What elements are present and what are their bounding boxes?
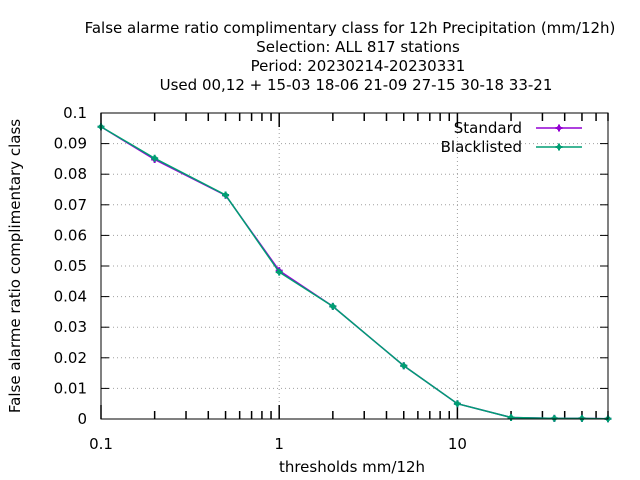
series-line xyxy=(100,126,609,420)
y-tick-label: 0.03 xyxy=(54,318,87,336)
series-blacklisted xyxy=(97,123,612,423)
legend-entry-blacklisted: Blacklisted xyxy=(441,138,582,156)
chart-title: False alarme ratio complimentary class f… xyxy=(85,19,616,94)
title-line-1: False alarme ratio complimentary class f… xyxy=(85,19,616,37)
y-tick-label: 0.02 xyxy=(54,349,87,367)
data-point xyxy=(223,192,229,198)
title-line-4: Used 00,12 + 15-03 18-06 21-09 27-15 30-… xyxy=(160,76,553,94)
legend-label: Blacklisted xyxy=(441,138,522,156)
y-tick-label: 0.05 xyxy=(54,257,87,275)
legend-entry-standard: Standard xyxy=(454,119,582,137)
y-axis-label: False alarme ratio complimentary class xyxy=(6,119,24,413)
x-tick-label: 0.1 xyxy=(89,435,113,453)
data-point xyxy=(401,363,407,369)
x-axis-label: thresholds mm/12h xyxy=(279,458,425,476)
y-tick-label: 0 xyxy=(77,410,87,428)
y-tick-label: 0.08 xyxy=(54,165,87,183)
y-tick-label: 0.09 xyxy=(54,135,87,153)
title-line-3: Period: 20230214-20230331 xyxy=(251,57,466,75)
legend-marker xyxy=(556,144,562,150)
grid xyxy=(101,113,608,419)
y-tick-label: 0.1 xyxy=(63,104,87,122)
y-tick-label: 0.01 xyxy=(54,379,87,397)
axis-tick-labels: 0 0.01 0.02 0.03 0.04 0.05 0.06 0.07 0.08 0.09 0.1… xyxy=(54,104,467,453)
y-tick-label: 0.06 xyxy=(54,226,87,244)
plot-frame xyxy=(100,112,609,420)
data-point xyxy=(152,155,158,161)
legend-marker xyxy=(556,125,562,131)
x-tick-label: 1 xyxy=(274,435,284,453)
y-tick-label: 0.04 xyxy=(54,288,87,306)
data-point xyxy=(579,415,585,421)
y-tick-label: 0.07 xyxy=(54,196,87,214)
data-point xyxy=(276,269,282,275)
title-line-2: Selection: ALL 817 stations xyxy=(256,38,460,56)
data-point xyxy=(551,415,557,421)
x-tick-label: 10 xyxy=(448,435,467,453)
legend-label: Standard xyxy=(454,119,522,137)
series-group xyxy=(97,123,612,423)
data-point xyxy=(454,401,460,407)
data-point xyxy=(330,303,336,309)
